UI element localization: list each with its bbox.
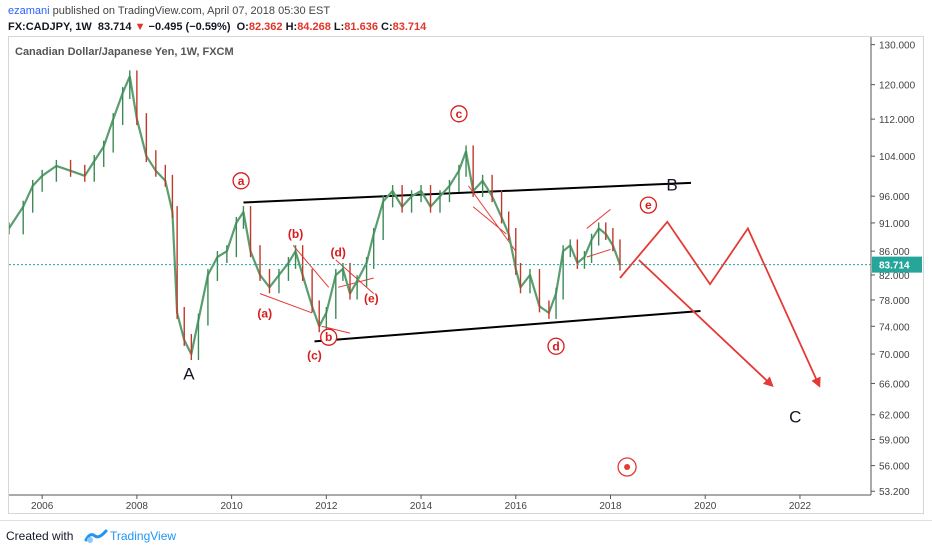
trendline [314, 309, 701, 343]
x-tick-label: 2020 [694, 501, 717, 512]
price-series-line [8, 75, 622, 356]
y-tick-label: 53.200 [879, 487, 910, 498]
low-label: L: [333, 21, 345, 33]
y-tick-label: 74.000 [879, 322, 910, 333]
wave-label-sub: (d) [331, 245, 346, 259]
y-tick-label: 91.000 [879, 219, 910, 230]
wave-label-major-C: C [789, 407, 801, 426]
tradingview-brand[interactable]: TradingView [110, 529, 177, 543]
wave-label-sub: (e) [364, 292, 379, 306]
y-tick-label: 104.000 [879, 152, 916, 163]
y-tick-label: 66.000 [879, 379, 910, 390]
wave-label-circle [639, 196, 658, 214]
created-with-label: Created with [6, 529, 74, 543]
wave-label-circle [450, 105, 468, 123]
projection-arrow [619, 220, 821, 388]
wave-label-d: d [552, 339, 559, 353]
wave-label-major-A: A [183, 365, 195, 384]
y-tick-label: 130.000 [879, 41, 916, 52]
projection-arrow [638, 259, 774, 388]
publisher-user[interactable]: ezamani [8, 5, 50, 17]
trendline [259, 293, 313, 314]
ohlc-line: FX:CADJPY, 1W 83.714 ▼ −0.495 (−0.59%) O… [8, 21, 426, 33]
y-tick-label: 56.000 [879, 462, 910, 473]
x-tick-label: 2014 [410, 501, 433, 512]
footer-bar: Created with TradingView [0, 520, 932, 551]
wave-label-circle [320, 328, 338, 346]
open-label: O: [236, 21, 249, 33]
x-tick-label: 2012 [315, 501, 338, 512]
last-price-label: 83.714 [879, 261, 910, 272]
wave-label-circle [232, 172, 250, 190]
wave-label-circle [547, 337, 565, 355]
down-triangle-icon: ▼ [134, 21, 146, 33]
publisher-text: published on TradingView.com, April 07, … [49, 5, 331, 17]
wave-label-sub: (a) [257, 307, 272, 321]
x-tick-label: 2006 [31, 501, 54, 512]
wave-label-a: a [238, 174, 245, 188]
price-change: −0.495 (−0.59%) [148, 21, 231, 33]
high-label: H: [285, 21, 298, 33]
wave-label-sub: (b) [288, 227, 303, 241]
x-tick-label: 2018 [599, 501, 622, 512]
y-tick-label: 96.000 [879, 192, 910, 203]
price-chart[interactable]: A B Ca c e b d (b) (d) (e) (a) (c) 130.000 120.000 11… [8, 37, 923, 513]
trendline [292, 245, 330, 288]
y-tick-label: 70.000 [879, 350, 910, 361]
wave-label-b: b [325, 330, 332, 344]
y-tick-label: 82.000 [879, 271, 910, 282]
ideas-marker-dot-icon [624, 464, 631, 470]
last-price-badge [872, 256, 922, 273]
trendline [472, 206, 507, 235]
close-value: 83.714 [392, 21, 427, 33]
wave-label-major-B: B [666, 175, 677, 194]
y-tick-label: 120.000 [879, 81, 916, 92]
last-price: 83.714 [97, 21, 132, 33]
y-tick-label: 62.000 [879, 411, 910, 422]
y-tick-label: 112.000 [879, 115, 915, 126]
low-value: 81.636 [344, 21, 378, 33]
trendline [243, 181, 692, 204]
wave-label-e: e [645, 198, 652, 212]
chart-title: Canadian Dollar/Japanese Yen, 1W, FXCM [15, 46, 234, 58]
y-tick-label: 59.000 [879, 436, 910, 447]
y-tick-label: 78.000 [879, 296, 910, 307]
close-label: C: [381, 21, 393, 33]
trendline [335, 259, 375, 294]
publisher-line: ezamani published on TradingView.com, Ap… [8, 5, 330, 17]
wave-label-c: c [456, 107, 463, 121]
x-tick-label: 2022 [789, 501, 812, 512]
tradingview-logo-icon[interactable] [84, 528, 108, 544]
y-tick-label: 86.000 [879, 247, 910, 258]
trendline [586, 248, 611, 258]
x-tick-label: 2016 [505, 501, 528, 512]
trendline [468, 185, 517, 252]
x-tick-label: 2010 [220, 501, 243, 512]
x-tick-label: 2008 [126, 501, 149, 512]
trendline [586, 208, 611, 229]
high-value: 84.268 [297, 21, 331, 33]
wave-label-sub: (c) [307, 348, 322, 362]
open-value: 82.362 [248, 21, 283, 33]
symbol-label: FX:CADJPY, 1W [8, 21, 92, 33]
